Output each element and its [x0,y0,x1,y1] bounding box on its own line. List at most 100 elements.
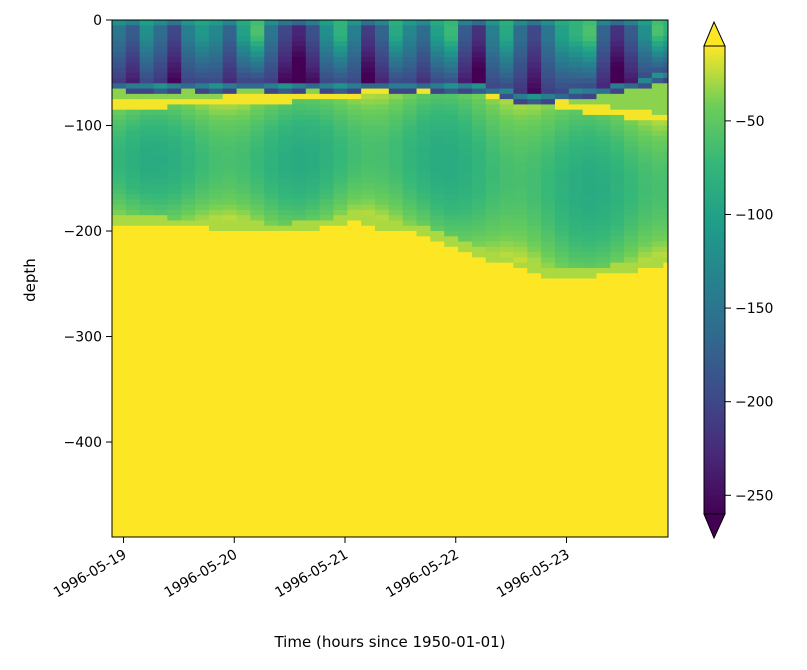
heatmap-cell [527,457,542,464]
heatmap-cell [361,500,376,506]
heatmap-cell [541,188,556,195]
heatmap-cell [568,41,584,47]
heatmap-cell [264,373,279,380]
heatmap-cell [139,484,155,491]
heatmap-cell [624,468,639,475]
heatmap-cell [541,56,556,63]
heatmap-cell [264,46,279,53]
heatmap-cell [402,125,418,132]
heatmap-cell [291,436,307,443]
heatmap-cell [624,384,639,390]
heatmap-cell [125,384,141,390]
heatmap-cell [541,283,556,290]
heatmap-cell [333,51,348,58]
heatmap-cell [347,436,362,443]
y-tick-label: −100 [64,119,102,135]
heatmap-cell [388,478,404,485]
heatmap-cell [250,30,265,37]
heatmap-cell [361,241,376,248]
heatmap-cell [582,178,598,185]
heatmap-cell [208,442,224,448]
heatmap-cell [568,331,584,338]
heatmap-cell [624,30,639,37]
heatmap-cell [541,442,556,448]
heatmap-cell [264,178,279,185]
heatmap-cell [347,310,362,317]
heatmap-cell [485,167,501,174]
heatmap-cell [651,262,664,269]
heatmap-cell [291,194,307,200]
heatmap-cell [208,220,224,227]
heatmap-cell [444,500,459,506]
heatmap-cell [458,78,473,84]
heatmap-cell [402,289,418,295]
heatmap-cell [167,325,182,332]
heatmap-cell [291,325,307,332]
heatmap-cell [651,405,664,411]
heatmap-cell [375,294,390,301]
heatmap-cell [388,510,404,517]
heatmap-cell [125,56,141,63]
heatmap-cell [112,252,127,258]
heatmap-cell [125,494,141,501]
heatmap-cell [402,299,418,306]
heatmap-cell [485,56,501,63]
heatmap-cell [250,289,265,295]
heatmap-cell [305,188,321,195]
heatmap-cell [554,167,570,174]
heatmap-cell [167,384,182,390]
heatmap-cell [444,341,459,348]
heatmap-cell [181,267,196,274]
heatmap-cell [278,410,293,417]
heatmap-cell [416,273,431,280]
heatmap-cell [375,20,390,26]
heatmap-cell [471,505,487,512]
heatmap-cell [125,278,141,285]
heatmap-cell [582,267,598,274]
heatmap-cell [236,178,252,185]
heatmap-cell [568,294,584,301]
heatmap-cell [375,199,390,206]
heatmap-cell [458,209,473,216]
heatmap-cell [402,378,418,385]
heatmap-cell [208,336,224,343]
heatmap-cell [610,162,625,169]
heatmap-cell [222,389,238,396]
heatmap-cell [624,473,639,480]
heatmap-cell [499,484,515,491]
heatmap-cell [208,468,224,475]
heatmap-cell [181,320,196,327]
heatmap-cell [361,331,376,338]
heatmap-cell [402,130,418,137]
heatmap-cell [347,331,362,338]
heatmap-cell [319,141,335,148]
heatmap-cell [222,278,238,285]
heatmap-cell [430,294,445,301]
heatmap-cell [139,426,155,433]
heatmap-cell [208,373,224,380]
heatmap-cell [485,325,501,332]
heatmap-cell [112,125,127,132]
heatmap-cell [402,431,418,438]
heatmap-cell [264,204,279,211]
heatmap-cell [402,357,418,364]
heatmap-cell [167,25,182,32]
heatmap-cell [554,500,570,506]
heatmap-cell [624,505,639,512]
heatmap-cell [167,415,182,422]
heatmap-cell [222,310,238,317]
heatmap-cell [167,209,182,216]
heatmap-cell [250,341,265,348]
heatmap-cell [347,199,362,206]
heatmap-cell [513,384,528,390]
heatmap-cell [305,405,321,411]
heatmap-cell [624,78,639,84]
heatmap-cell [291,315,307,322]
heatmap-cell [458,494,473,501]
heatmap-cell [112,494,127,501]
heatmap-cell [624,310,639,317]
heatmap-cell [305,25,321,32]
heatmap-cell [125,246,141,253]
heatmap-cell [527,452,542,459]
heatmap-cell [319,72,335,79]
